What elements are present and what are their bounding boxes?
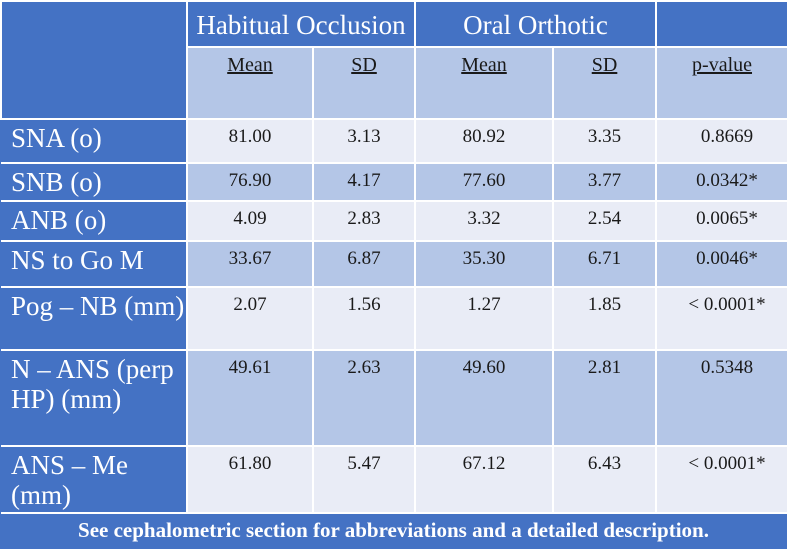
cell-p-value: < 0.0001* — [655, 445, 787, 514]
subheader-mean-2: Mean — [414, 46, 555, 120]
cell-sd-orthotic: 2.54 — [552, 200, 658, 242]
table-footnote: See cephalometric section for abbreviati… — [78, 518, 709, 542]
cell-mean-habitual: 49.61 — [186, 349, 314, 447]
subheader-mean-1: Mean — [186, 46, 314, 120]
cell-sd-habitual: 3.13 — [311, 118, 417, 164]
cell-mean-habitual: 81.00 — [186, 118, 314, 164]
table-row: NS to Go M 33.67 6.87 35.30 6.71 0.0046* — [1, 240, 787, 288]
subheader-row: Mean SD Mean SD p-value — [1, 46, 787, 120]
cell-p-value: 0.0065* — [655, 200, 787, 242]
cell-sd-habitual: 5.47 — [311, 445, 417, 514]
cell-sd-habitual: 4.17 — [311, 162, 417, 202]
table-row: SNB (o) 76.90 4.17 77.60 3.77 0.0342* — [1, 162, 787, 202]
subheader-sd-1: SD — [311, 46, 417, 120]
group-header-oral-orthotic: Oral Orthotic — [414, 0, 658, 48]
cell-mean-habitual: 4.09 — [186, 200, 314, 242]
row-label: N – ANS (perp HP) (mm) — [1, 349, 188, 447]
table-row: Pog – NB (mm) 2.07 1.56 1.27 1.85 < 0.00… — [1, 286, 787, 351]
cell-mean-orthotic: 1.27 — [414, 286, 555, 351]
table-row: SNA (o) 81.00 3.13 80.92 3.35 0.8669 — [1, 118, 787, 164]
cell-sd-orthotic: 1.85 — [552, 286, 658, 351]
cell-sd-orthotic: 6.43 — [552, 445, 658, 514]
cell-p-value: 0.8669 — [655, 118, 787, 164]
cell-p-value: < 0.0001* — [655, 286, 787, 351]
cell-mean-orthotic: 80.92 — [414, 118, 555, 164]
cell-sd-orthotic: 3.77 — [552, 162, 658, 202]
cell-mean-habitual: 76.90 — [186, 162, 314, 202]
row-label: Pog – NB (mm) — [1, 286, 188, 351]
cell-mean-orthotic: 77.60 — [414, 162, 555, 202]
cell-sd-habitual: 6.87 — [311, 240, 417, 288]
results-table: Habitual Occlusion Oral Orthotic Mean SD… — [0, 0, 787, 514]
subheader-p-value: p-value — [655, 46, 787, 120]
cell-sd-habitual: 2.83 — [311, 200, 417, 242]
cell-mean-habitual: 61.80 — [186, 445, 314, 514]
row-label: SNB (o) — [1, 162, 188, 202]
row-label: ANS – Me (mm) — [1, 445, 188, 514]
cell-sd-orthotic: 6.71 — [552, 240, 658, 288]
row-label: ANB (o) — [1, 200, 188, 242]
cell-mean-orthotic: 49.60 — [414, 349, 555, 447]
cell-sd-habitual: 2.63 — [311, 349, 417, 447]
cell-p-value: 0.0342* — [655, 162, 787, 202]
subheader-sd-2: SD — [552, 46, 658, 120]
group-header-habitual-occlusion: Habitual Occlusion — [185, 0, 417, 48]
table-row: ANB (o) 4.09 2.83 3.32 2.54 0.0065* — [1, 200, 787, 242]
cell-mean-habitual: 2.07 — [186, 286, 314, 351]
cell-mean-orthotic: 3.32 — [414, 200, 555, 242]
cell-p-value: 0.5348 — [655, 349, 787, 447]
group-header-empty — [655, 0, 787, 48]
row-label: NS to Go M — [1, 240, 188, 288]
cell-sd-habitual: 1.56 — [311, 286, 417, 351]
row-label: SNA (o) — [1, 118, 188, 164]
cell-mean-orthotic: 35.30 — [414, 240, 555, 288]
cell-p-value: 0.0046* — [655, 240, 787, 288]
table-row: ANS – Me (mm) 61.80 5.47 67.12 6.43 < 0.… — [1, 445, 787, 514]
corner-cell — [0, 0, 188, 120]
cell-mean-orthotic: 67.12 — [414, 445, 555, 514]
group-header-row: Habitual Occlusion Oral Orthotic — [0, 0, 787, 120]
cell-sd-orthotic: 3.35 — [552, 118, 658, 164]
table-row: N – ANS (perp HP) (mm) 49.61 2.63 49.60 … — [1, 349, 787, 447]
cell-sd-orthotic: 2.81 — [552, 349, 658, 447]
cell-mean-habitual: 33.67 — [186, 240, 314, 288]
